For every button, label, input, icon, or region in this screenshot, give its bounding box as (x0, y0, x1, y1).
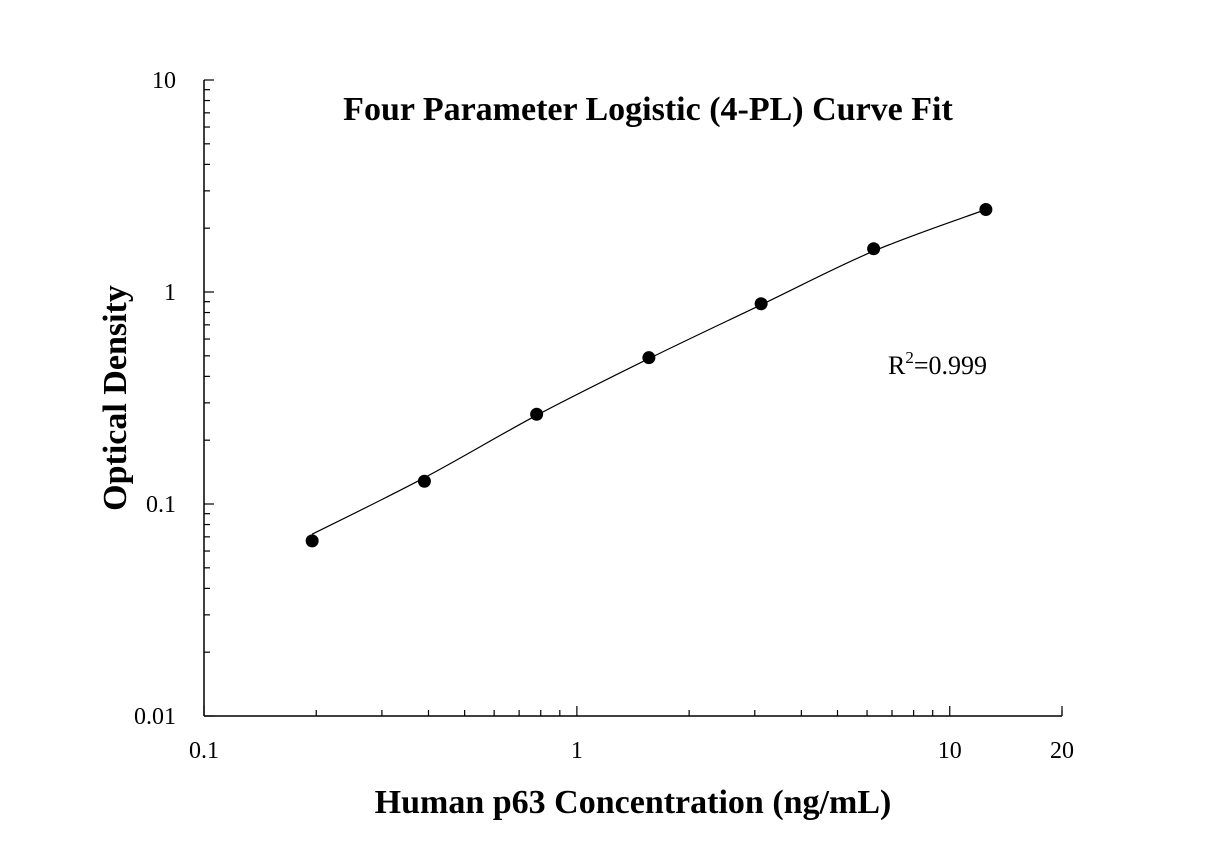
x-axis-label: Human p63 Concentration (ng/mL) (375, 784, 892, 821)
fit-curve-line (311, 208, 987, 535)
x-tick-label: 20 (1050, 738, 1074, 764)
data-points (305, 202, 993, 548)
data-point (867, 242, 881, 256)
x-ticks (203, 706, 1063, 716)
r-squared-annotation: R2=0.999 (888, 348, 987, 380)
r-squared-superscript: 2 (905, 348, 914, 367)
data-point (417, 474, 431, 488)
y-tick-label: 0.01 (134, 704, 176, 730)
y-tick-label: 10 (152, 68, 176, 94)
axes: 0.1 1 10 20 0.01 0.1 1 10 (134, 68, 1074, 764)
y-tick-label: 0.1 (146, 492, 176, 518)
y-ticks (204, 79, 214, 717)
r-squared-base: R (888, 351, 906, 380)
data-point (979, 202, 993, 216)
y-tick-label: 1 (164, 280, 176, 306)
data-point (642, 351, 656, 365)
y-tick-labels: 0.01 0.1 1 10 (134, 68, 176, 730)
x-tick-label: 1 (571, 738, 583, 764)
data-point (305, 534, 319, 548)
y-axis-label: Optical Density (97, 285, 134, 511)
x-tick-labels: 0.1 1 10 20 (189, 738, 1074, 764)
r-squared-value: =0.999 (914, 351, 987, 380)
chart-title: Four Parameter Logistic (4-PL) Curve Fit (343, 91, 953, 128)
x-tick-label: 0.1 (189, 738, 219, 764)
x-tick-label: 10 (938, 738, 962, 764)
data-point (754, 297, 768, 311)
data-point (530, 407, 544, 421)
